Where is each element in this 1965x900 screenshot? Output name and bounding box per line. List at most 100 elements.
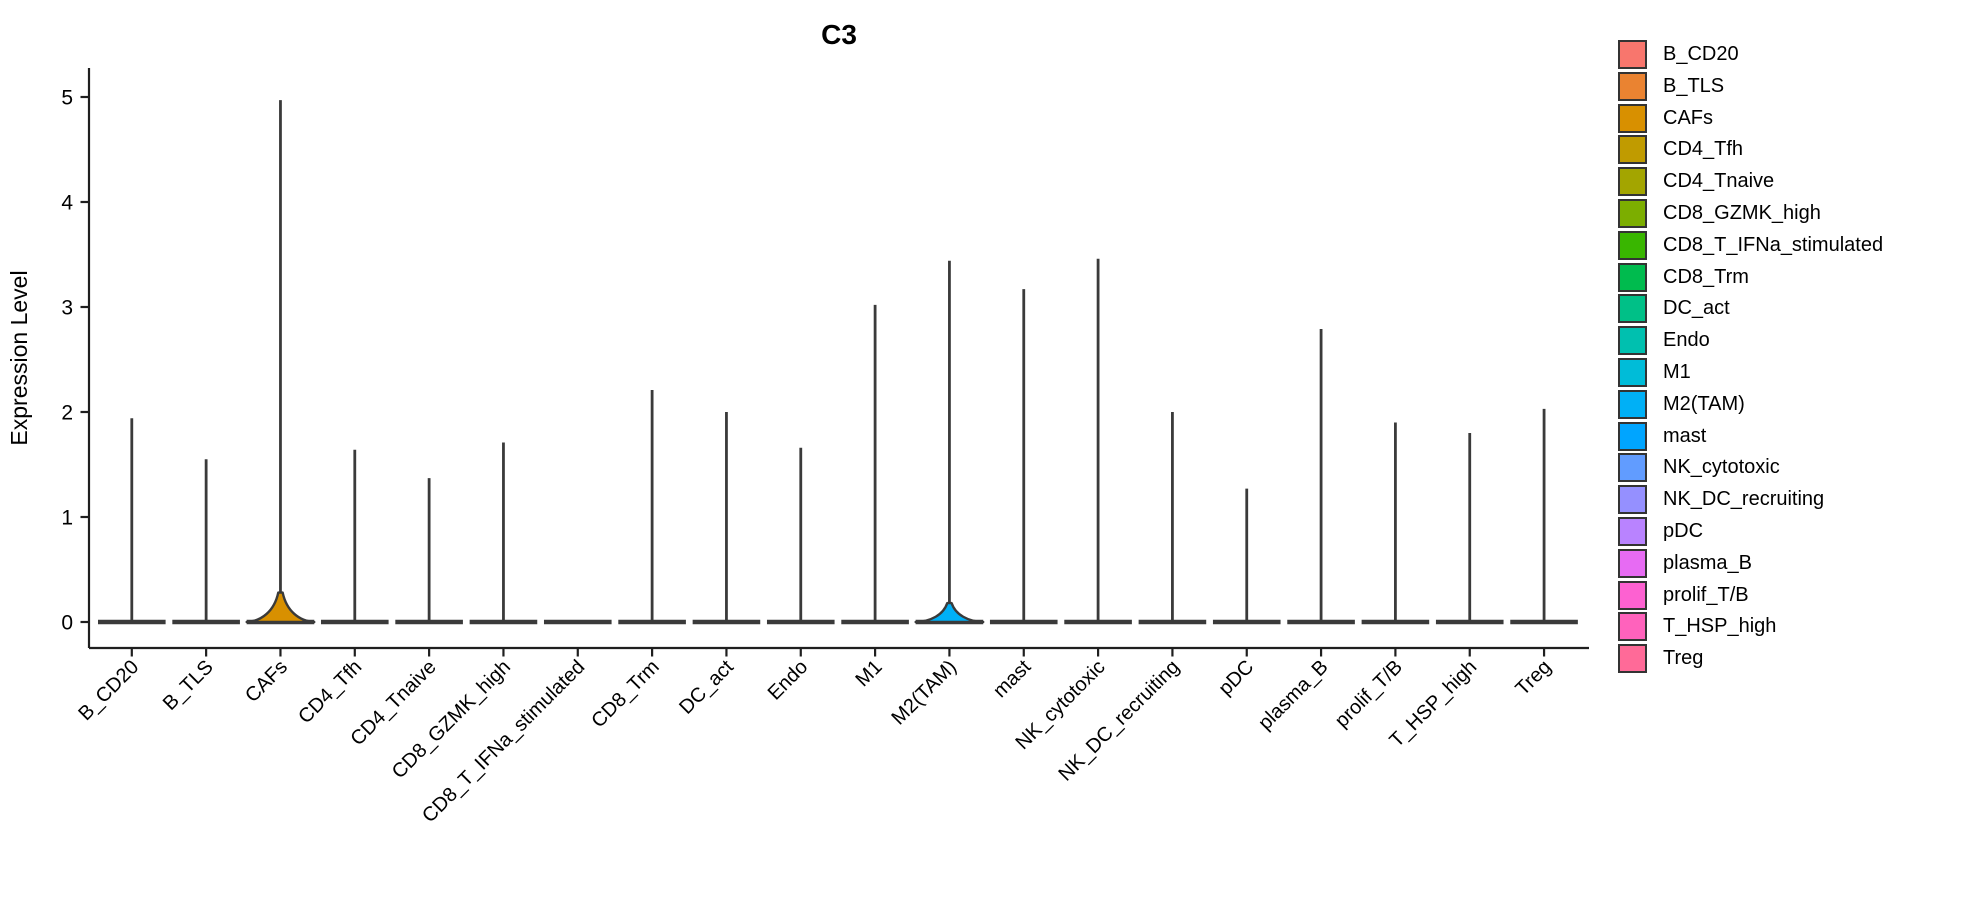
legend-swatch: [1618, 644, 1647, 674]
legend-item: B_TLS: [1618, 71, 1883, 101]
legend-label: NK_DC_recruiting: [1663, 488, 1825, 511]
legend-swatch: [1618, 294, 1647, 324]
x-tick-label: CAFs: [241, 656, 292, 707]
x-tick-label: DC_act: [675, 656, 738, 719]
x-tick-label: B_TLS: [159, 656, 218, 715]
legend-swatch: [1618, 485, 1647, 515]
legend-label: CD8_T_IFNa_stimulated: [1663, 233, 1884, 256]
legend-swatch: [1618, 198, 1647, 228]
legend-item: pDC: [1618, 516, 1883, 546]
violin-NK_DC_recruiting: [1138, 412, 1207, 625]
legend-label: Treg: [1663, 647, 1704, 670]
legend-label: M1: [1663, 360, 1691, 383]
violin-B_TLS: [172, 459, 240, 625]
legend-label: CD4_Tnaive: [1663, 170, 1775, 193]
x-axis-ticks: B_CD20 B_TLS CAFs CD4_TfhCD4_TnaiveCD8_GZMK…: [74, 648, 1556, 827]
x-tick-label: B_CD20: [74, 656, 143, 725]
legend-swatch: [1618, 103, 1647, 133]
legend-item: NK_cytotoxic: [1618, 453, 1883, 483]
legend-swatch: [1618, 516, 1647, 546]
legend-swatch: [1618, 453, 1647, 483]
violin-plot-canvas: C3 Expression Level 0 1 2 3 4 5 B_CD20 B_TLS CA…: [6, 19, 1589, 827]
violin-CD8_Trm: [618, 389, 686, 625]
legend-item: M1: [1618, 357, 1883, 387]
legend-item: CD8_GZMK_high: [1618, 198, 1883, 228]
y-axis-ticks: 0 1 2 3 4 5: [61, 87, 89, 635]
violin-Treg: [1510, 408, 1578, 625]
violin-M1: [841, 304, 909, 625]
x-tick-label: CD4_Tfh: [294, 656, 366, 728]
legend-label: CD4_Tfh: [1663, 138, 1744, 161]
legend-item: mast: [1618, 421, 1883, 451]
legend-swatch: [1618, 262, 1647, 292]
legend-label: prolif_T/B: [1663, 583, 1749, 606]
violin-T_HSP_high: [1435, 433, 1504, 625]
y-tick-label: 2: [61, 402, 73, 425]
violin-CD4_Tnaive: [395, 478, 463, 625]
violins: [98, 100, 1578, 625]
violin-B_CD20: [98, 418, 166, 625]
violin-body: [914, 601, 985, 624]
chart-title: C3: [821, 19, 857, 50]
legend-label: B_CD20: [1663, 43, 1739, 65]
violin-CD4_Tfh: [320, 449, 389, 625]
y-tick-label: 1: [61, 507, 73, 530]
x-tick-label: M1: [851, 656, 886, 691]
x-tick-label: mast: [989, 656, 1036, 703]
violin-Endo: [766, 447, 835, 625]
legend-label: M2(TAM): [1663, 392, 1745, 415]
legend-item: plasma_B: [1618, 548, 1883, 578]
legend-item: NK_DC_recruiting: [1618, 485, 1883, 515]
legend-swatch: [1618, 135, 1647, 165]
violin-M2(TAM): [914, 260, 985, 625]
legend-item: Endo: [1618, 326, 1883, 356]
y-axis-title: Expression Level: [6, 270, 32, 445]
violin-pDC: [1212, 488, 1281, 625]
legend-swatch: [1618, 389, 1647, 419]
legend-label: DC_act: [1663, 297, 1730, 320]
legend-item: T_HSP_high: [1618, 612, 1883, 642]
legend-label: CD8_GZMK_high: [1663, 201, 1821, 224]
legend-swatch: [1618, 421, 1647, 451]
violin-plasma_B: [1287, 329, 1355, 625]
legend-item: DC_act: [1618, 294, 1883, 324]
legend: B_CD20 B_TLS CAFs CD4_Tfh CD4_Tnaive CD8_GZMK…: [1618, 40, 1883, 676]
legend-swatch: [1618, 71, 1647, 101]
violin-DC_act: [692, 412, 761, 625]
legend-swatch: [1618, 230, 1647, 260]
legend-item: Treg: [1618, 644, 1883, 674]
legend-swatch: [1618, 40, 1647, 69]
legend-item: prolif_T/B: [1618, 580, 1883, 610]
legend-label: CAFs: [1663, 106, 1713, 129]
violin-CD8_GZMK_high: [469, 442, 538, 625]
legend-swatch: [1618, 326, 1647, 356]
legend-label: T_HSP_high: [1663, 615, 1777, 638]
legend-label: B_TLS: [1663, 74, 1725, 97]
x-tick-label: prolif_T/B: [1331, 656, 1407, 732]
x-tick-label: CD8_Trm: [587, 656, 663, 732]
y-tick-label: 5: [61, 87, 73, 110]
legend-swatch: [1618, 167, 1647, 197]
y-tick-label: 0: [61, 612, 73, 635]
x-tick-label: pDC: [1214, 656, 1258, 700]
legend-swatch: [1618, 357, 1647, 387]
legend-label: plasma_B: [1663, 551, 1752, 574]
violin-CAFs: [245, 100, 316, 625]
legend-label: CD8_Trm: [1663, 265, 1749, 288]
violin-body: [245, 591, 316, 624]
legend-item: CAFs: [1618, 103, 1883, 133]
legend-swatch: [1618, 580, 1647, 610]
x-tick-label: plasma_B: [1254, 656, 1332, 734]
legend-label: pDC: [1663, 519, 1704, 542]
violin-prolif_T/B: [1361, 422, 1430, 625]
violin-mast: [989, 289, 1058, 625]
legend-label: Endo: [1663, 329, 1710, 352]
x-tick-label: Endo: [764, 656, 813, 705]
legend-swatch: [1618, 612, 1647, 642]
legend-item: CD4_Tnaive: [1618, 167, 1883, 197]
legend-swatch: [1618, 548, 1647, 578]
legend-label: NK_cytotoxic: [1663, 456, 1780, 479]
legend-label: mast: [1663, 424, 1707, 447]
violin-NK_cytotoxic: [1064, 258, 1132, 625]
